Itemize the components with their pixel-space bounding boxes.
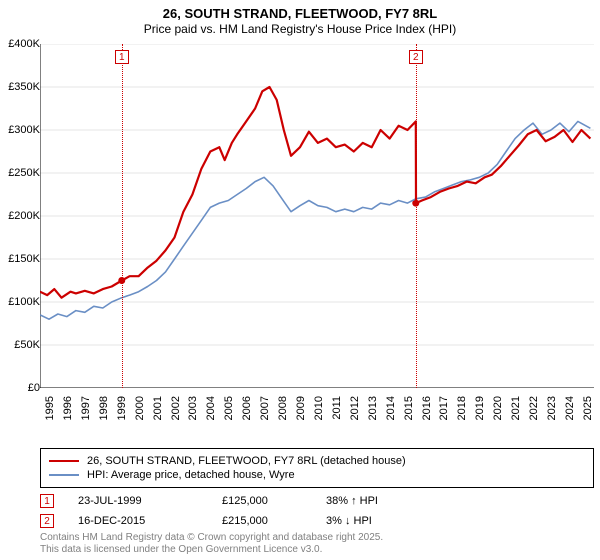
x-tick-label: 2016 xyxy=(421,396,433,420)
x-tick-label: 1995 xyxy=(44,396,56,420)
y-tick-label: £0 xyxy=(28,382,40,394)
x-tick-label: 2004 xyxy=(205,396,217,420)
y-tick-label: £50K xyxy=(14,339,40,351)
trade-date: 16-DEC-2015 xyxy=(78,515,198,527)
x-tick-label: 2024 xyxy=(564,396,576,420)
footer-line-2: This data is licensed under the Open Gov… xyxy=(40,544,594,556)
title-address: 26, SOUTH STRAND, FLEETWOOD, FY7 8RL xyxy=(0,6,600,22)
y-tick-label: £300K xyxy=(8,124,40,136)
x-tick-label: 2019 xyxy=(474,396,486,420)
y-tick-label: £350K xyxy=(8,81,40,93)
trade-delta: 3% ↓ HPI xyxy=(326,515,372,527)
chart-area xyxy=(40,44,594,394)
x-tick-label: 2015 xyxy=(403,396,415,420)
x-tick-label: 1996 xyxy=(62,396,74,420)
legend-label: HPI: Average price, detached house, Wyre xyxy=(87,469,295,481)
x-tick-label: 2013 xyxy=(367,396,379,420)
x-tick-label: 2018 xyxy=(456,396,468,420)
x-tick-label: 2003 xyxy=(187,396,199,420)
legend-swatch xyxy=(49,474,79,476)
y-tick-label: £150K xyxy=(8,253,40,265)
x-tick-label: 2017 xyxy=(438,396,450,420)
x-tick-label: 1999 xyxy=(116,396,128,420)
trade-flag: 2 xyxy=(40,514,54,528)
x-tick-label: 2023 xyxy=(546,396,558,420)
trade-delta: 38% ↑ HPI xyxy=(326,495,378,507)
x-tick-label: 2014 xyxy=(385,396,397,420)
marker-line-2 xyxy=(416,44,417,388)
trade-price: £215,000 xyxy=(222,515,302,527)
x-tick-label: 2025 xyxy=(582,396,594,420)
x-tick-label: 2002 xyxy=(170,396,182,420)
footer-line-1: Contains HM Land Registry data © Crown c… xyxy=(40,532,594,544)
marker-line-1 xyxy=(122,44,123,388)
legend-swatch xyxy=(49,460,79,462)
footer-attribution: Contains HM Land Registry data © Crown c… xyxy=(40,532,594,556)
x-tick-label: 2010 xyxy=(313,396,325,420)
trade-row: 2 16-DEC-2015 £215,000 3% ↓ HPI xyxy=(40,514,594,528)
x-tick-label: 2020 xyxy=(492,396,504,420)
marker-flag-2: 2 xyxy=(409,50,423,64)
y-tick-label: £250K xyxy=(8,167,40,179)
title-subtitle: Price paid vs. HM Land Registry's House … xyxy=(0,22,600,37)
x-tick-label: 2022 xyxy=(528,396,540,420)
x-tick-label: 2008 xyxy=(277,396,289,420)
legend-row: 26, SOUTH STRAND, FLEETWOOD, FY7 8RL (de… xyxy=(49,455,585,467)
x-tick-label: 2009 xyxy=(295,396,307,420)
chart-svg xyxy=(40,44,594,388)
x-tick-label: 2011 xyxy=(331,396,343,420)
x-tick-label: 2012 xyxy=(349,396,361,420)
trade-flag: 1 xyxy=(40,494,54,508)
x-tick-label: 2005 xyxy=(223,396,235,420)
chart-container: 26, SOUTH STRAND, FLEETWOOD, FY7 8RL Pri… xyxy=(0,0,600,560)
y-tick-label: £100K xyxy=(8,296,40,308)
marker-flag-1: 1 xyxy=(115,50,129,64)
title-block: 26, SOUTH STRAND, FLEETWOOD, FY7 8RL Pri… xyxy=(0,0,600,37)
trade-price: £125,000 xyxy=(222,495,302,507)
trade-row: 1 23-JUL-1999 £125,000 38% ↑ HPI xyxy=(40,494,594,508)
x-tick-label: 2006 xyxy=(241,396,253,420)
legend-row: HPI: Average price, detached house, Wyre xyxy=(49,469,585,481)
y-tick-label: £400K xyxy=(8,38,40,50)
y-tick-label: £200K xyxy=(8,210,40,222)
x-tick-label: 2000 xyxy=(134,396,146,420)
x-tick-label: 2007 xyxy=(259,396,271,420)
legend-label: 26, SOUTH STRAND, FLEETWOOD, FY7 8RL (de… xyxy=(87,455,406,467)
legend: 26, SOUTH STRAND, FLEETWOOD, FY7 8RL (de… xyxy=(40,448,594,488)
x-tick-label: 1998 xyxy=(98,396,110,420)
x-tick-label: 2021 xyxy=(510,396,522,420)
trade-date: 23-JUL-1999 xyxy=(78,495,198,507)
x-tick-label: 2001 xyxy=(152,396,164,420)
x-tick-label: 1997 xyxy=(80,396,92,420)
